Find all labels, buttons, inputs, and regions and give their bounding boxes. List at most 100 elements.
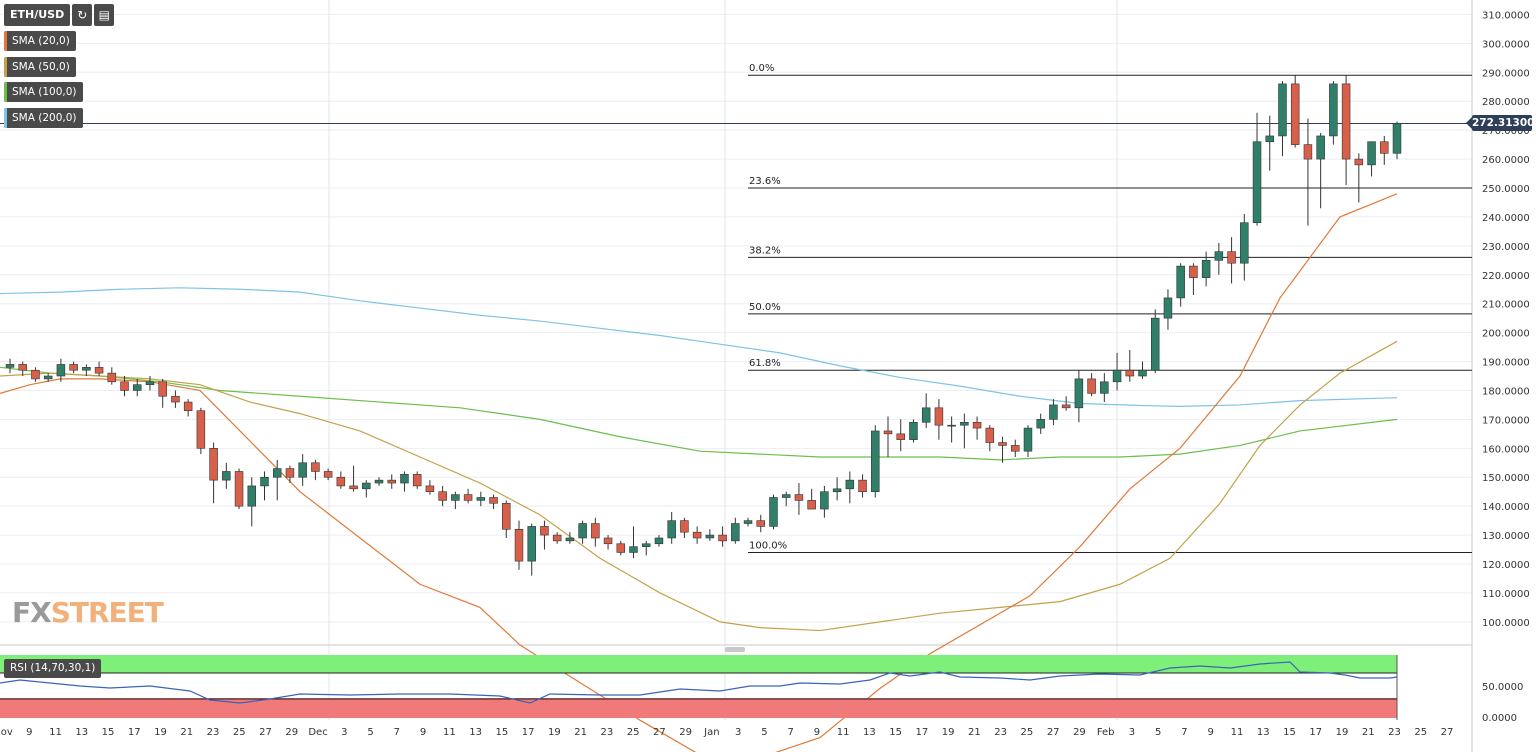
x-tick-label: 27 xyxy=(1047,727,1060,738)
candle-body xyxy=(883,430,893,435)
x-tick-label: 15 xyxy=(889,727,902,738)
x-tick-label: 29 xyxy=(1073,727,1086,738)
candle-body xyxy=(1329,83,1338,137)
x-tick-label: 23 xyxy=(600,727,613,738)
x-tick-label: 5 xyxy=(367,727,373,738)
candle-body xyxy=(438,491,447,501)
pane-resize-handle[interactable] xyxy=(725,647,745,652)
calendar-icon[interactable]: ▤ xyxy=(94,4,115,26)
sma100-line xyxy=(0,366,1398,461)
candle-body xyxy=(362,482,371,490)
indicator-label-text: SMA (20,0) xyxy=(12,35,70,47)
current-price-badge: 272.31300 xyxy=(1466,115,1535,131)
candle-body xyxy=(1303,144,1313,160)
indicator-label-text: SMA (50,0) xyxy=(12,61,70,73)
rsi-indicator-label[interactable]: RSI (14,70,30,1) xyxy=(4,659,102,678)
candle-body xyxy=(489,497,498,504)
candle-body xyxy=(514,529,524,562)
fib-level-label: 50.0% xyxy=(749,302,781,313)
x-tick-label: 11 xyxy=(443,727,456,738)
x-tick-label: 3 xyxy=(341,727,347,738)
candle-body xyxy=(234,471,244,507)
candle-body xyxy=(1049,404,1058,420)
x-tick-label: 29 xyxy=(285,727,298,738)
candle-body xyxy=(1392,123,1402,154)
candle-body xyxy=(209,448,218,481)
candle-body xyxy=(31,369,40,380)
candle-body xyxy=(183,401,193,412)
refresh-icon[interactable]: ↻ xyxy=(72,4,93,26)
candle-body xyxy=(616,543,626,553)
y-tick-label: 150.0000 xyxy=(1482,473,1530,484)
rsi-overbought-zone xyxy=(0,655,1397,673)
x-tick-label: Nov xyxy=(0,727,13,738)
x-tick-label: 25 xyxy=(1021,727,1034,738)
candle-body xyxy=(1290,83,1300,145)
candle-body xyxy=(578,523,587,539)
candle-body xyxy=(260,476,269,487)
candle-body xyxy=(909,421,918,440)
symbol-label[interactable]: ETH/USD xyxy=(4,4,71,26)
candle-body xyxy=(1138,369,1147,377)
x-tick-label: 25 xyxy=(1414,727,1427,738)
candle-body xyxy=(692,531,702,539)
y-tick-label: 280.0000 xyxy=(1482,97,1530,108)
y-tick-label: 110.0000 xyxy=(1482,589,1530,600)
y-tick-label: 210.0000 xyxy=(1482,300,1530,311)
x-tick-label: 7 xyxy=(787,727,793,738)
candle-body xyxy=(743,520,753,524)
rsi-oversold-zone xyxy=(0,698,1397,718)
y-tick-label: 120.0000 xyxy=(1482,560,1530,571)
candle-body xyxy=(298,462,307,478)
candle-body xyxy=(374,479,384,484)
rsi-line xyxy=(0,661,1398,704)
sma100-swatch xyxy=(4,82,7,102)
indicator-sma200-label[interactable]: SMA (200,0) xyxy=(4,108,83,128)
x-tick-label: 25 xyxy=(627,727,640,738)
candle-body xyxy=(718,534,727,542)
indicator-sma20-label[interactable]: SMA (20,0) xyxy=(4,31,76,51)
indicator-sma100-label[interactable]: SMA (100,0) xyxy=(4,82,83,102)
candle-body xyxy=(769,497,778,527)
candle-body xyxy=(323,471,333,478)
candle-body xyxy=(960,421,969,426)
candle-body xyxy=(1100,381,1109,394)
candle-body xyxy=(921,407,931,423)
candle-body xyxy=(1240,222,1249,264)
candle-body xyxy=(94,367,104,374)
x-tick-label: 13 xyxy=(469,727,482,738)
y-tick-label: 240.0000 xyxy=(1482,213,1530,224)
x-tick-label: 17 xyxy=(128,727,141,738)
sma20-swatch xyxy=(4,31,7,51)
fib-level-label: 23.6% xyxy=(749,176,781,187)
x-tick-label: 19 xyxy=(942,727,955,738)
candle-body xyxy=(1354,158,1364,166)
x-tick-label: 13 xyxy=(75,727,88,738)
candle-body xyxy=(1087,378,1096,394)
y-tick-label: 290.0000 xyxy=(1482,68,1530,79)
candle-body xyxy=(451,494,460,501)
y-tick-label: 100.0000 xyxy=(1482,618,1530,629)
x-tick-label: 23 xyxy=(207,727,220,738)
x-tick-label: 9 xyxy=(1208,727,1214,738)
candle-body xyxy=(1036,419,1045,429)
x-tick-label: 13 xyxy=(863,727,876,738)
fib-level-label: 0.0% xyxy=(749,63,774,74)
y-tick-label: 230.0000 xyxy=(1482,242,1530,253)
candle-body xyxy=(1163,297,1173,319)
candle-body xyxy=(934,407,944,426)
candle-body xyxy=(527,526,536,562)
candle-body xyxy=(654,537,664,545)
x-tick-label: 19 xyxy=(1336,727,1349,738)
logo-fx: FX xyxy=(12,596,52,629)
x-tick-label: Feb xyxy=(1097,727,1115,738)
x-tick-label: 21 xyxy=(574,727,587,738)
candle-body xyxy=(272,468,282,478)
y-tick-label: 260.0000 xyxy=(1482,155,1530,166)
candle-body xyxy=(972,421,982,429)
indicator-sma50-label[interactable]: SMA (50,0) xyxy=(4,57,76,77)
x-tick-label: 17 xyxy=(1309,727,1322,738)
candle-body xyxy=(756,520,766,527)
x-tick-label: 9 xyxy=(26,727,32,738)
